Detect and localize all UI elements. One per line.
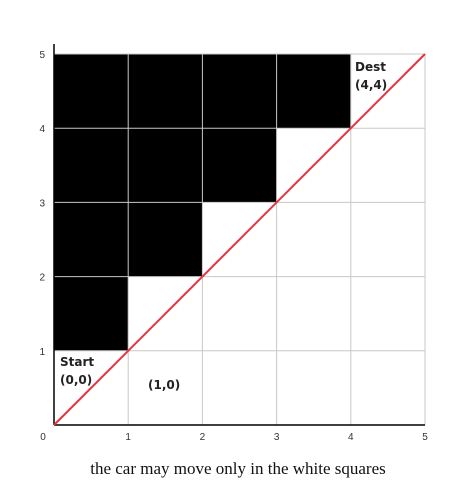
cell-coord-label: (1,0) xyxy=(148,378,180,392)
x-tick-label: 3 xyxy=(274,432,280,443)
y-tick-label: 2 xyxy=(39,273,45,284)
blocked-cell xyxy=(128,54,203,129)
start-label: Start xyxy=(60,355,94,369)
blocked-cell xyxy=(202,54,277,129)
y-tick-label: 5 xyxy=(39,50,45,61)
blocked-cell xyxy=(128,202,203,277)
y-tick-labels: 1 2 3 4 5 xyxy=(39,50,45,358)
blocked-cell xyxy=(202,128,277,203)
x-tick-label: 0 xyxy=(40,432,46,443)
blocked-cell xyxy=(128,128,203,203)
grid-lines xyxy=(54,53,426,425)
blocked-cell xyxy=(54,276,129,351)
blocked-cells xyxy=(54,54,351,351)
x-tick-labels: 0 1 2 3 4 5 xyxy=(40,432,428,443)
diagonal-path-line xyxy=(53,53,426,426)
y-tick-label: 3 xyxy=(39,198,45,209)
dest-label: Dest xyxy=(355,60,386,74)
x-tick-label: 4 xyxy=(348,432,354,443)
x-tick-label: 2 xyxy=(200,432,206,443)
blocked-cell xyxy=(54,128,129,203)
start-coord-label: (0,0) xyxy=(60,373,92,387)
x-tick-label: 1 xyxy=(125,432,131,443)
y-tick-label: 4 xyxy=(39,124,45,135)
dest-coord-label: (4,4) xyxy=(355,78,387,92)
x-tick-label: 5 xyxy=(422,432,428,443)
y-tick-label: 1 xyxy=(39,347,45,358)
blocked-cell xyxy=(54,54,129,129)
blocked-cell xyxy=(54,202,129,277)
caption: the car may move only in the white squar… xyxy=(90,459,386,478)
blocked-cell xyxy=(276,54,351,129)
